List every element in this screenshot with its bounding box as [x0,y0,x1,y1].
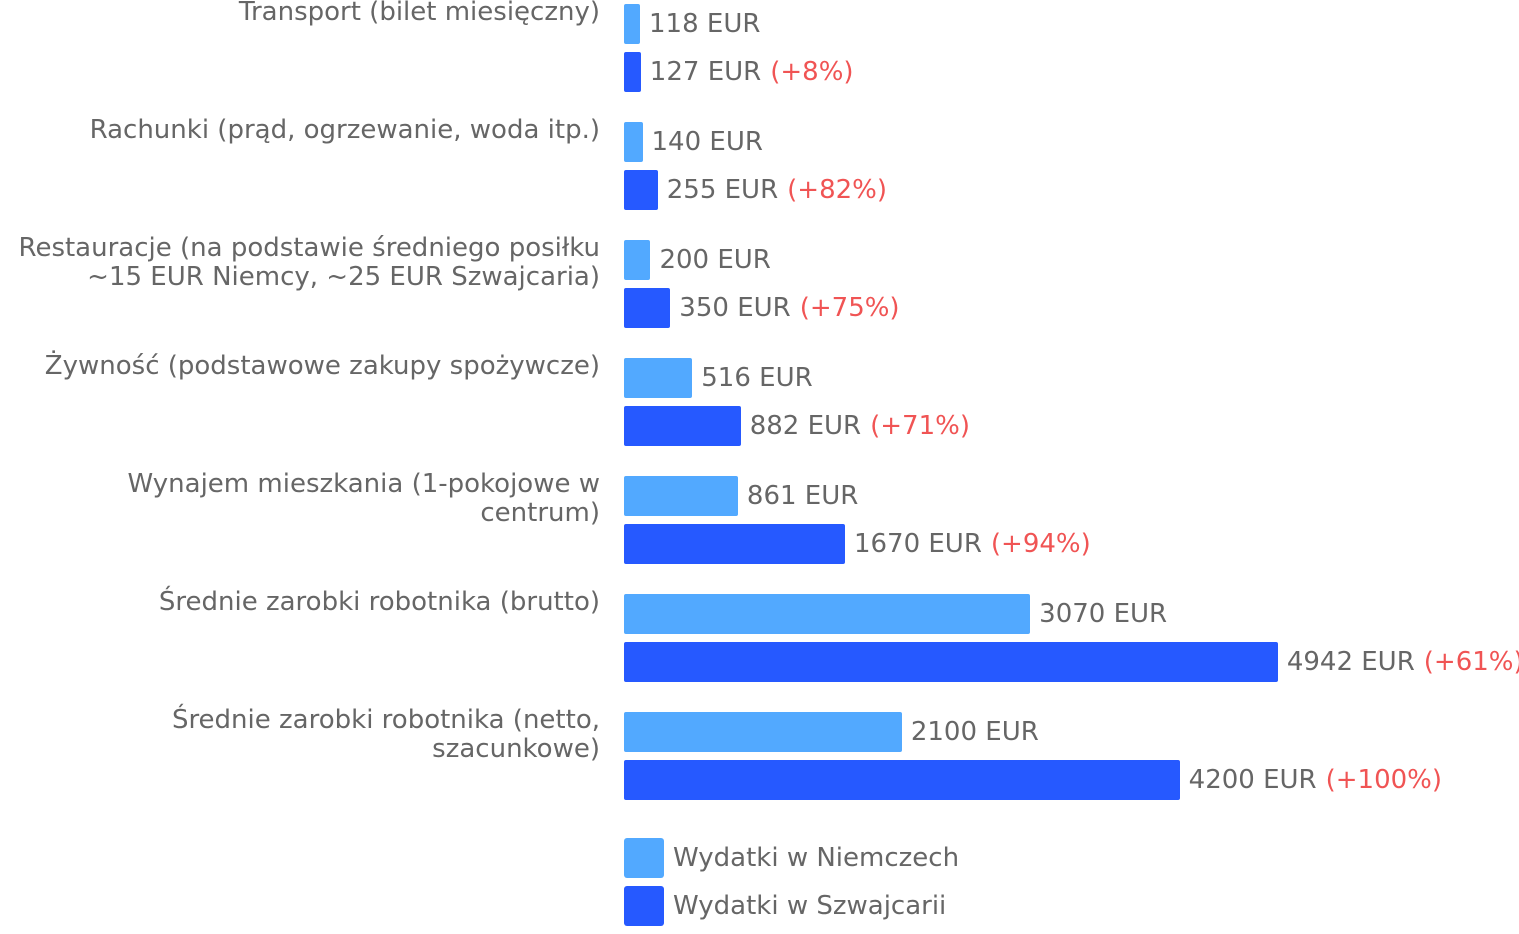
legend-swatch [624,838,664,878]
value-label: 516 EUR [701,358,812,398]
bar-switzerland [624,288,671,328]
bar-germany [624,476,738,516]
value-text: 200 EUR [659,245,771,275]
bar-germany [624,594,1031,634]
value-text: 516 EUR [701,363,813,393]
value-label: 118 EUR [649,4,760,44]
category-label: Średnie zarobki robotnika (brutto) [0,588,600,617]
value-label: 350 EUR (+75%) [679,288,899,328]
bar-switzerland [624,760,1180,800]
bar-switzerland [624,406,741,446]
value-label: 255 EUR (+82%) [667,170,887,210]
category-label: Średnie zarobki robotnika (netto, szacunk… [0,706,600,764]
value-label: 861 EUR [747,476,858,516]
change-label: (+100%) [1325,765,1443,795]
category-label-line: Transport (bilet miesięczny) [238,0,600,27]
value-label: 882 EUR (+71%) [750,406,970,446]
legend-label: Wydatki w Szwajcarii [673,891,947,921]
change-label: (+94%) [990,529,1091,559]
value-label: 200 EUR [659,240,770,280]
bar-switzerland [624,524,845,564]
value-label: 1670 EUR (+94%) [854,524,1091,564]
bar-switzerland [624,170,658,210]
value-text: 1670 EUR [853,529,982,559]
bar-germany [624,712,902,752]
value-label: 2100 EUR [911,712,1039,752]
value-label: 4942 EUR (+61%) [1287,642,1519,682]
category-label-line: Żywność (podstawowe zakupy spożywcze) [44,351,600,381]
category-label: Transport (bilet miesięczny) [0,0,600,27]
value-label: 4200 EUR (+100%) [1189,760,1442,800]
value-text: 861 EUR [746,481,859,511]
category-label: Rachunki (prąd, ogrzewanie, woda itp.) [0,116,600,145]
change-label: (+61%) [1423,647,1519,677]
value-label: 127 EUR (+8%) [650,52,854,92]
value-text: 4942 EUR [1286,647,1415,677]
change-label: (+8%) [770,57,854,87]
value-text: 2100 EUR [910,717,1039,747]
value-text: 140 EUR [651,127,763,157]
category-label: Żywność (podstawowe zakupy spożywcze) [0,352,600,381]
value-label: 140 EUR [652,122,763,162]
change-label: (+75%) [799,293,900,323]
legend-swatch [624,886,664,926]
category-label-line: ~15 EUR Niemcy, ~25 EUR Szwajcaria) [87,262,600,292]
bar-germany [624,358,693,398]
value-label: 3070 EUR [1039,594,1167,634]
value-text: 3070 EUR [1039,599,1168,629]
category-label-line: Średnie zarobki robotnika (netto, [171,705,600,735]
change-label: (+71%) [870,411,970,441]
bar-switzerland [624,52,641,92]
category-label: Restauracje (na podstawie średniego posi… [0,234,600,292]
value-text: 255 EUR [666,175,779,205]
category-label-line: szacunkowe) [432,734,600,764]
value-text: 4200 EUR [1188,765,1317,795]
category-label-line: Restauracje (na podstawie średniego posi… [18,233,600,263]
category-label-line: Rachunki (prąd, ogrzewanie, woda itp.) [89,115,600,145]
value-text: 127 EUR [649,57,762,87]
category-label-line: Średnie zarobki robotnika (brutto) [158,587,600,617]
category-label: Wynajem mieszkania (1-pokojowe w centrum) [0,470,600,528]
value-text: 350 EUR [679,293,791,323]
bar-germany [624,122,643,162]
bar-switzerland [624,642,1278,682]
legend-label: Wydatki w Niemczech [673,843,960,873]
category-label-line: Wynajem mieszkania (1-pokojowe w [127,469,600,499]
value-text: 882 EUR [749,411,862,441]
bar-germany [624,240,651,280]
category-label-line: centrum) [480,498,600,528]
change-label: (+82%) [787,175,888,205]
bar-germany [624,4,640,44]
value-text: 118 EUR [649,9,761,39]
